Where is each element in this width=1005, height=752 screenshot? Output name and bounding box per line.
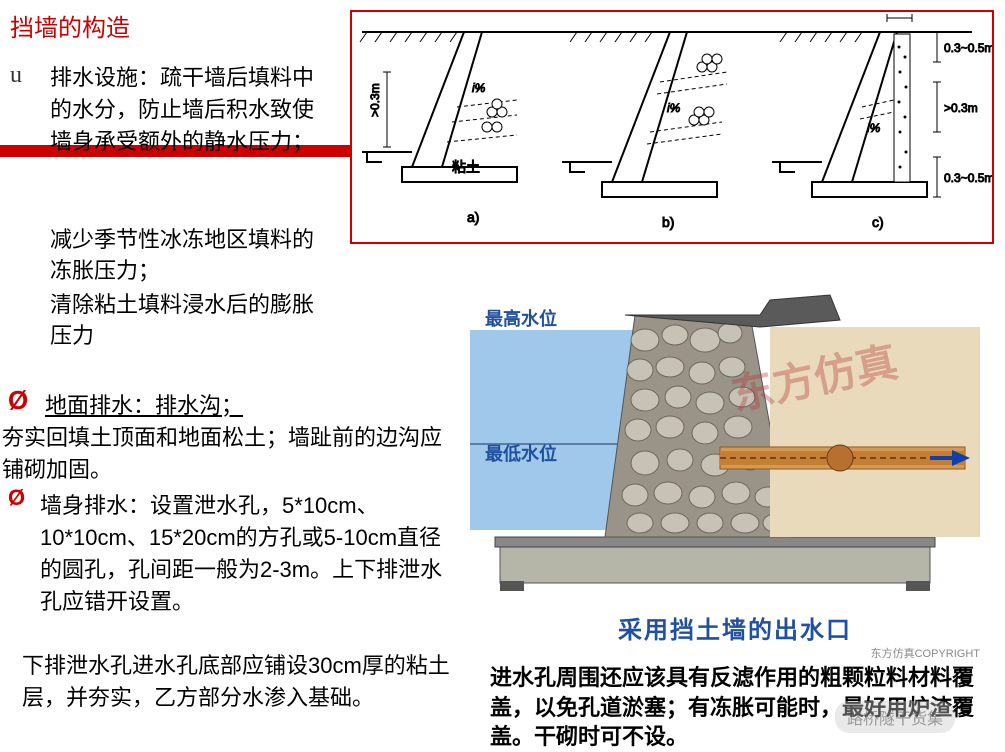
svg-text:0.3~0.5m: 0.3~0.5m	[944, 171, 992, 185]
drainage-block: 排水设施：疏干墙后填料中的水分，防止墙后积水致使墙身承受额外的静水压力；	[50, 62, 330, 158]
bullet-u: u	[10, 62, 22, 89]
wall-body-2: 下排泄水孔进水孔底部应铺设30cm厚的粘土层，并夯实，乙方部分水渗入基础。	[22, 650, 452, 714]
drainage-p3: 清除粘土填料浸水后的膨胀压力	[50, 290, 330, 352]
phi-bullet-1: Ø	[8, 385, 28, 416]
surface-drain-body: 夯实回填土顶面和地面松土；墙趾前的边沟应铺砌加固。	[2, 422, 452, 486]
phi-bullet-2: Ø	[8, 485, 25, 511]
wall-illustration: 最高水位 最低水位 东方仿真	[470, 285, 980, 605]
svg-text:最高水位: 最高水位	[485, 308, 557, 329]
page-title: 挡墙的构造	[10, 8, 130, 43]
svg-text:0.3~0.5m: 0.3~0.5m	[944, 41, 992, 55]
svg-text:>0.3m: >0.3m	[944, 101, 978, 115]
illustration-caption: 采用挡土墙的出水口	[560, 610, 910, 645]
svg-text:i%: i%	[472, 81, 486, 95]
svg-text:i%: i%	[867, 121, 881, 135]
surface-drain-label: 地面排水：排水沟；	[45, 390, 243, 422]
drainage-label: 排水设施：	[50, 65, 160, 90]
svg-text:i%: i%	[667, 101, 681, 115]
top-diagram: >0.3m i% 粘土 a)	[350, 10, 994, 244]
wall-drain-block: 墙身排水：设置泄水孔，5*10cm、10*10cm、15*20cm的方孔或5-1…	[40, 490, 445, 618]
drainage-p2: 减少季节性冰冻地区填料的冻胀压力；	[50, 225, 330, 287]
svg-text:>0.3m: >0.3m	[368, 83, 382, 117]
svg-text:粘土: 粘土	[452, 159, 480, 175]
wall-label: 墙身排水：	[40, 493, 150, 518]
svg-text:a): a)	[467, 209, 479, 225]
svg-text:c): c)	[872, 214, 884, 230]
svg-text:最低水位: 最低水位	[485, 443, 557, 464]
copyright-text: 东方仿真COPYRIGHT	[871, 645, 980, 661]
svg-text:b): b)	[662, 214, 674, 230]
channel-watermark: 路桥隧干货集	[835, 701, 955, 733]
